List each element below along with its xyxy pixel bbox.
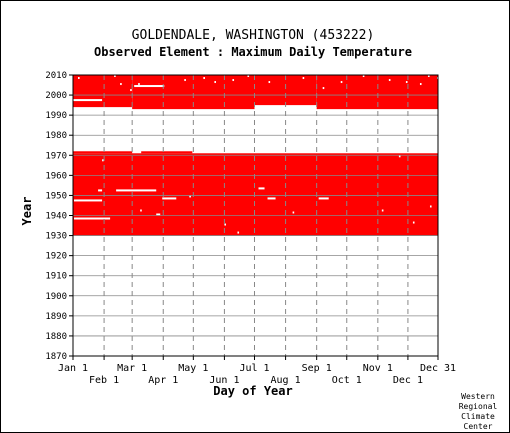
y-tick-label-1920: 1920 bbox=[45, 252, 67, 262]
y-tick-label-2000: 2000 bbox=[45, 91, 67, 101]
missing-day-17 bbox=[419, 83, 422, 86]
missing-day-6 bbox=[203, 77, 205, 80]
data-block-5 bbox=[254, 75, 317, 106]
y-tick-label-1880: 1880 bbox=[45, 332, 67, 342]
missing-day-3 bbox=[130, 89, 132, 92]
y-tick-label-1900: 1900 bbox=[45, 292, 67, 302]
missing-day-11 bbox=[302, 77, 305, 80]
missing-day-12 bbox=[322, 87, 325, 90]
missing-day-16 bbox=[405, 81, 408, 84]
y-tick-label-1890: 1890 bbox=[45, 312, 67, 322]
missing-segment-7 bbox=[267, 197, 276, 200]
missing-day-25 bbox=[412, 221, 415, 224]
missing-day-21 bbox=[189, 195, 191, 198]
missing-day-7 bbox=[214, 81, 216, 84]
x-tick-label-32: Feb 1 bbox=[89, 375, 119, 386]
x-tick-label-152: Jun 1 bbox=[209, 375, 239, 386]
y-tick-label-1990: 1990 bbox=[45, 111, 67, 121]
credit-line-2: Climate bbox=[461, 412, 495, 421]
missing-segment-9 bbox=[156, 213, 161, 216]
y-tick-label-2010: 2010 bbox=[45, 71, 67, 81]
data-block-3 bbox=[73, 75, 133, 108]
missing-segment-2 bbox=[74, 199, 103, 202]
plot-border bbox=[72, 74, 439, 357]
y-axis-label: Year bbox=[20, 197, 34, 226]
missing-day-24 bbox=[381, 209, 384, 212]
data-block-6 bbox=[316, 75, 438, 110]
chart-subtitle: Observed Element : Maximum Daily Tempera… bbox=[94, 45, 412, 59]
y-tick-label-1960: 1960 bbox=[45, 171, 67, 181]
y-tick-label-1910: 1910 bbox=[45, 272, 67, 282]
credit-line-1: Regional bbox=[459, 402, 498, 411]
chart-title: GOLDENDALE, WASHINGTON (453222) bbox=[132, 28, 375, 43]
missing-day-27 bbox=[140, 209, 142, 212]
data-block-2 bbox=[141, 151, 193, 154]
missing-day-29 bbox=[398, 155, 401, 158]
missing-segment-3 bbox=[116, 189, 157, 192]
credit-line-3: Center bbox=[464, 422, 493, 431]
missing-day-13 bbox=[340, 81, 343, 84]
x-tick-label-244: Sep 1 bbox=[302, 363, 332, 374]
plot-area: 1870 1880 1890 1900 1910 1920 1930 1940 1950 1960… bbox=[45, 71, 456, 386]
missing-segment-10 bbox=[98, 189, 103, 192]
missing-day-23 bbox=[237, 231, 240, 234]
credit-line-0: Western bbox=[461, 392, 495, 401]
missing-day-4 bbox=[138, 83, 140, 86]
x-tick-label-182: Jul 1 bbox=[239, 363, 269, 374]
missing-segment-1 bbox=[74, 217, 111, 220]
y-tick-label-1950: 1950 bbox=[45, 191, 67, 201]
missing-segment-6 bbox=[258, 187, 265, 190]
y-tick-label-1970: 1970 bbox=[45, 151, 67, 161]
missing-day-10 bbox=[268, 81, 271, 84]
missing-day-22 bbox=[224, 223, 227, 226]
x-tick-label-1: Jan 1 bbox=[58, 363, 88, 374]
y-tick-label-1980: 1980 bbox=[45, 131, 67, 141]
x-tick-label-60: Mar 1 bbox=[117, 363, 147, 374]
missing-day-15 bbox=[388, 79, 391, 82]
x-tick-label-91: Apr 1 bbox=[148, 375, 178, 386]
x-tick-label-121: May 1 bbox=[178, 363, 208, 374]
x-tick-label-335: Dec 1 bbox=[393, 375, 423, 386]
y-tick-label-1870: 1870 bbox=[45, 352, 67, 362]
missing-segment-5 bbox=[162, 197, 177, 200]
x-tick-label-274: Oct 1 bbox=[332, 375, 362, 386]
missing-day-26 bbox=[429, 205, 432, 208]
x-axis-label: Day of Year bbox=[213, 384, 292, 398]
x-tick-label-213: Aug 1 bbox=[271, 375, 301, 386]
missing-day-20 bbox=[102, 159, 104, 162]
y-tick-label-1940: 1940 bbox=[45, 212, 67, 222]
missing-segment-8 bbox=[318, 197, 329, 200]
x-tick-label-365: Dec 31 bbox=[420, 363, 456, 374]
x-tick-label-305: Nov 1 bbox=[363, 363, 393, 374]
missing-day-0 bbox=[78, 77, 80, 80]
missing-segment-0 bbox=[73, 99, 103, 102]
data-block-0 bbox=[73, 153, 438, 236]
missing-day-28 bbox=[292, 211, 295, 214]
missing-day-9 bbox=[247, 75, 250, 78]
y-tick-label-1930: 1930 bbox=[45, 232, 67, 242]
missing-day-18 bbox=[427, 75, 430, 78]
missing-day-8 bbox=[232, 79, 235, 82]
missing-day-2 bbox=[120, 83, 122, 86]
missing-day-1 bbox=[114, 75, 116, 78]
missing-day-14 bbox=[362, 75, 365, 78]
missing-day-5 bbox=[184, 79, 186, 82]
data-block-1 bbox=[73, 151, 133, 154]
missing-segment-4 bbox=[134, 85, 165, 88]
